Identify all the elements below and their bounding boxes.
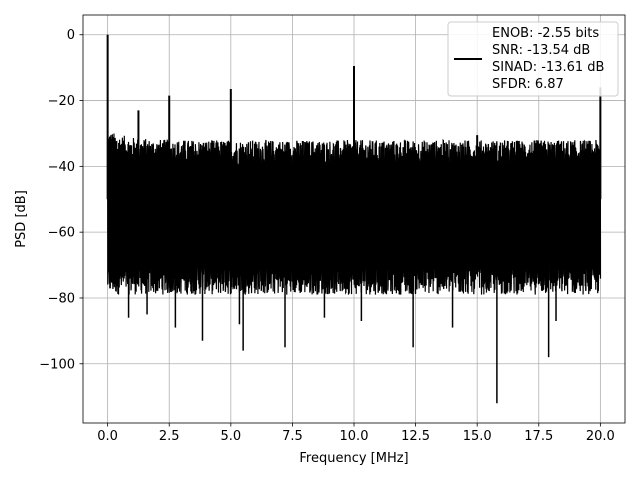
x-tick-label: 0.0	[97, 429, 118, 444]
x-tick-label: 20.0	[586, 429, 615, 444]
legend-line-sinad: SINAD: -13.61 dB	[492, 60, 604, 75]
y-tick-label: −60	[48, 226, 75, 241]
legend-line-sfdr: SFDR: 6.87	[492, 77, 564, 92]
x-axis-label: Frequency [MHz]	[299, 451, 408, 466]
y-axis-label: PSD [dB]	[14, 190, 29, 248]
y-tick-label: −80	[48, 291, 75, 306]
noise-trace	[107, 133, 602, 295]
y-axis-ticks: 0 −20 −40 −60 −80 −100	[39, 28, 83, 372]
x-tick-label: 5.0	[220, 429, 241, 444]
y-tick-label: −100	[39, 357, 75, 372]
legend-box	[447, 21, 619, 97]
legend: ENOB: -2.55 bits SNR: -13.54 dB SINAD: -…	[447, 21, 619, 97]
psd-series	[106, 34, 602, 404]
legend-line-enob: ENOB: -2.55 bits	[492, 26, 599, 41]
x-tick-label: 2.5	[159, 429, 180, 444]
y-tick-label: 0	[67, 28, 75, 43]
x-tick-label: 15.0	[463, 429, 492, 444]
x-tick-label: 7.5	[282, 429, 303, 444]
x-tick-label: 10.0	[340, 429, 369, 444]
x-tick-label: 12.5	[401, 429, 430, 444]
y-tick-label: −40	[48, 160, 75, 175]
legend-line-snr: SNR: -13.54 dB	[492, 43, 590, 58]
y-tick-label: −20	[48, 94, 75, 109]
x-tick-label: 17.5	[524, 429, 553, 444]
x-axis-ticks: 0.0 2.5 5.0 7.5 10.0 12.5 15.0 17.5 20.0	[97, 423, 615, 444]
